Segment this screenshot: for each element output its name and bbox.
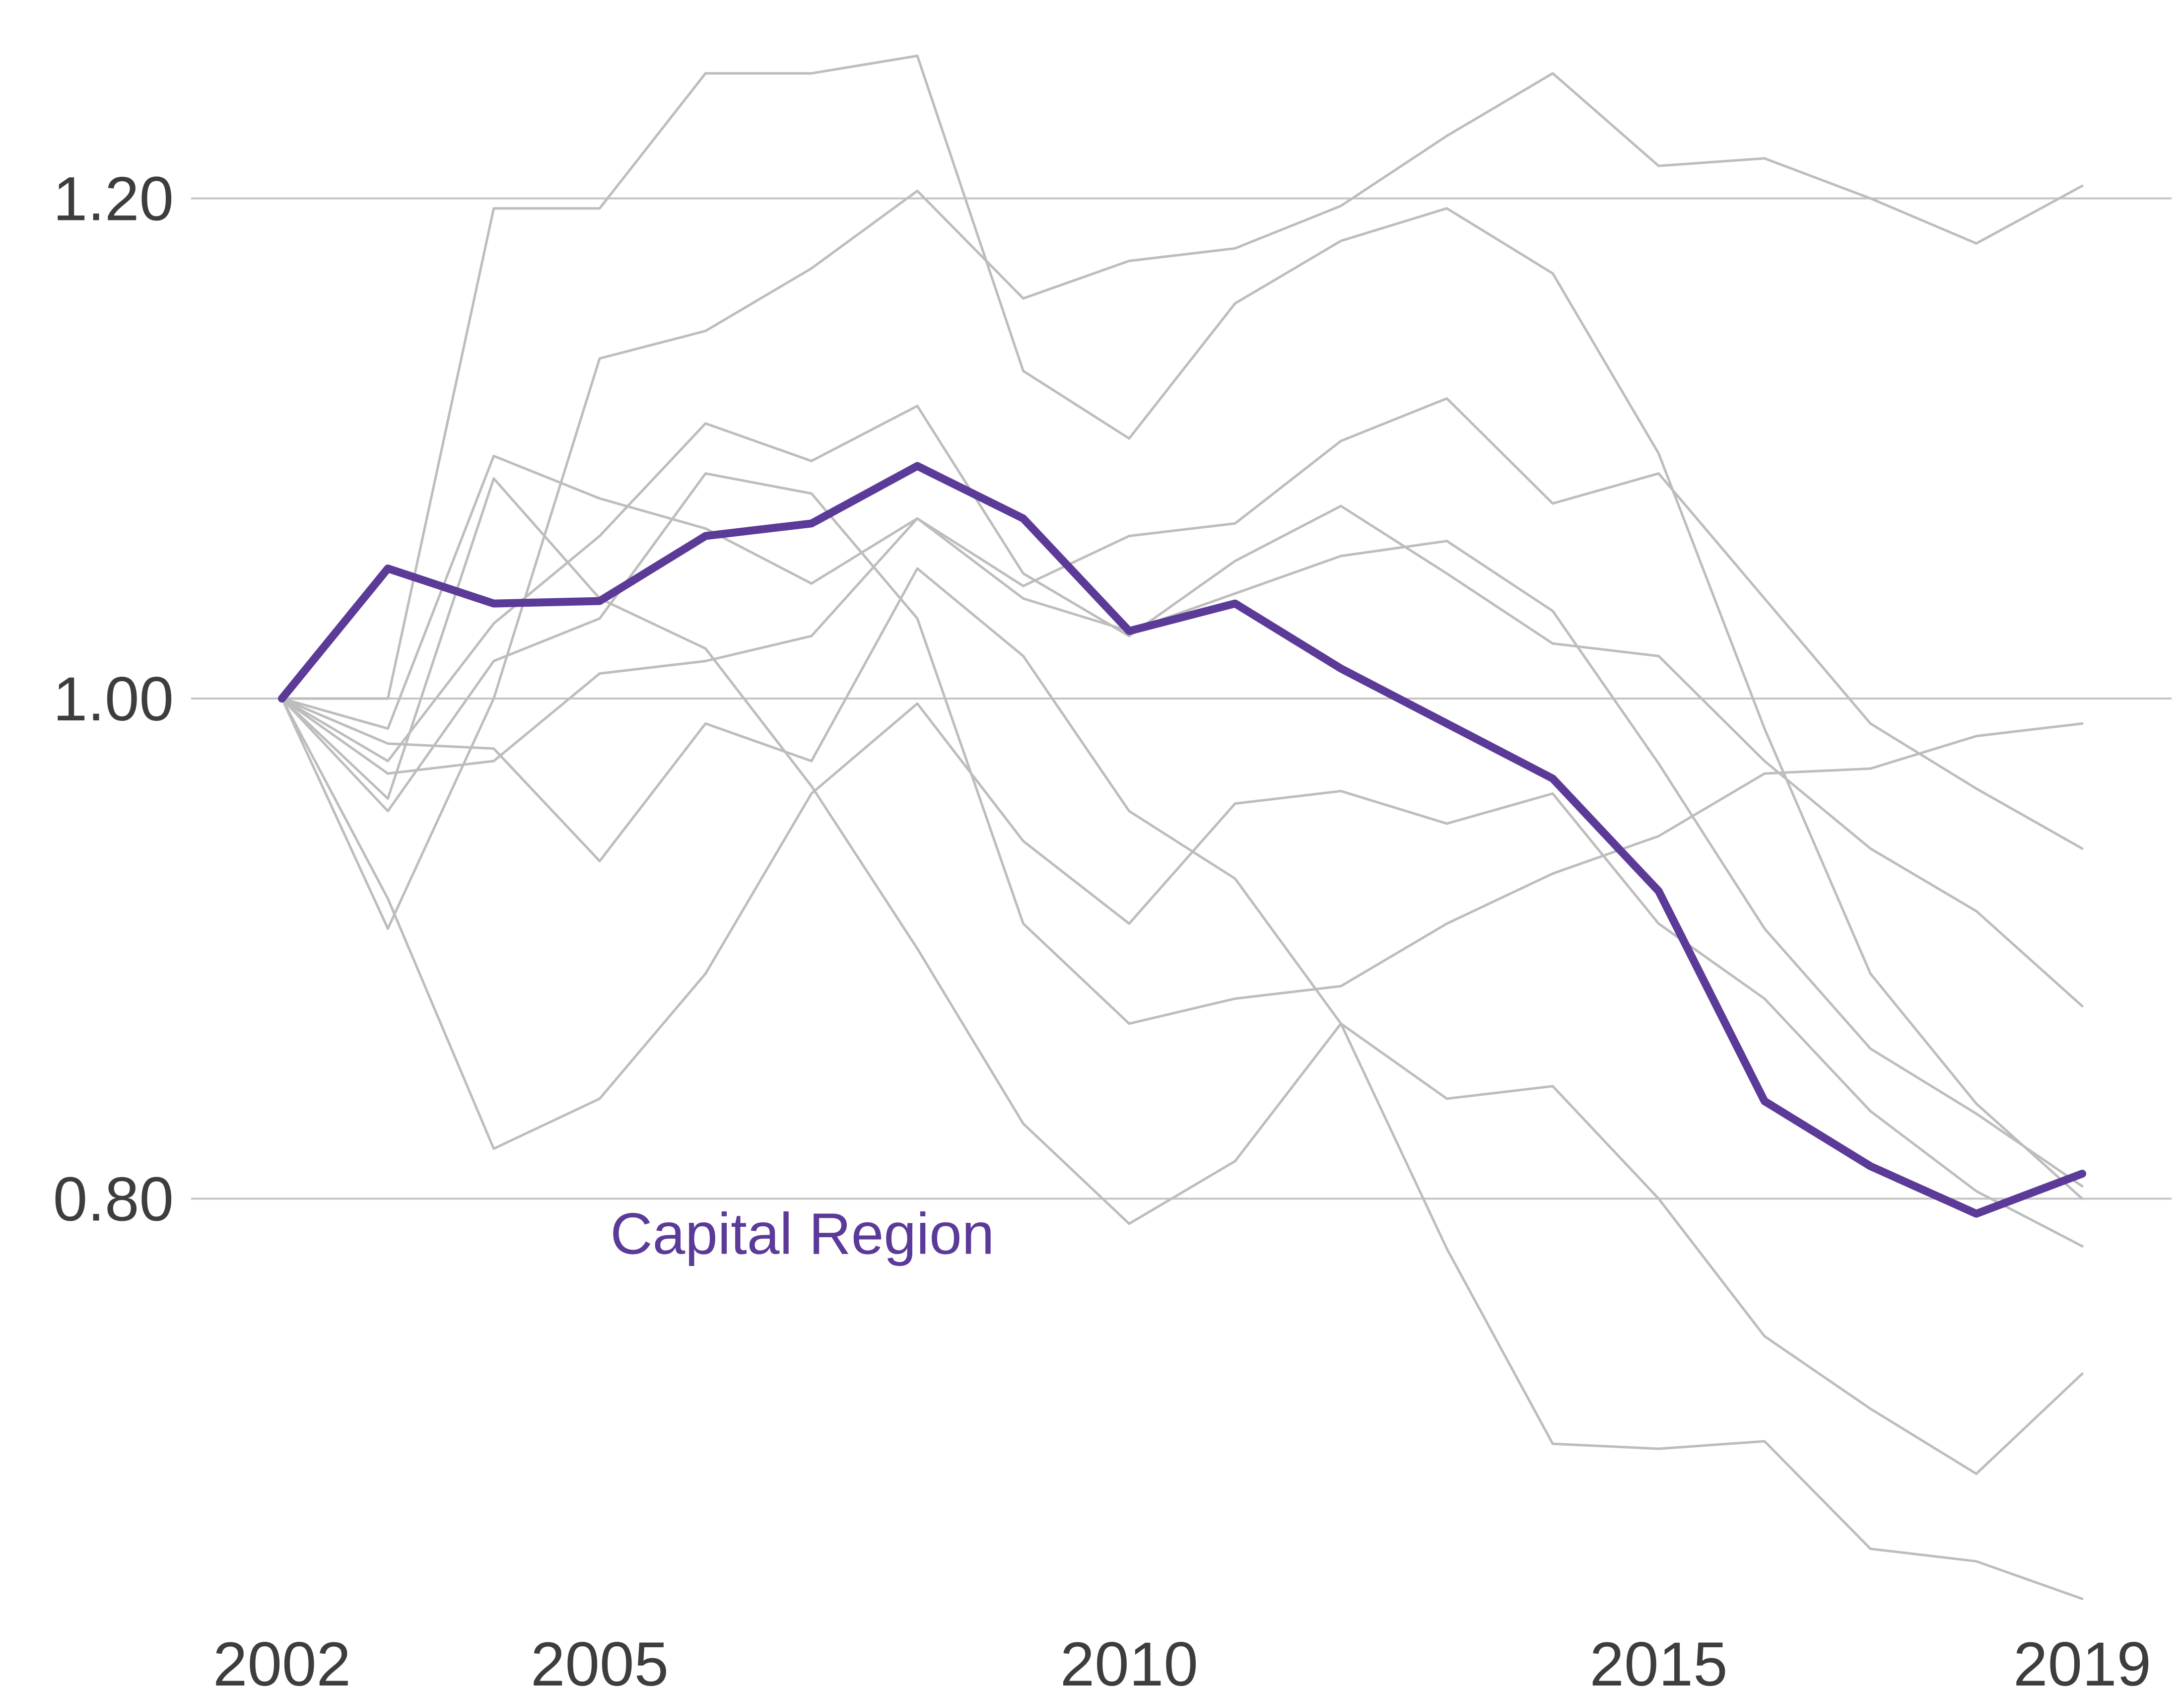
context-series-line-1: [280, 72, 2084, 930]
x-tick-label-0: 2002: [213, 1630, 351, 1688]
y-axis-tick-labels: 0.80 1.00 1.20: [53, 165, 174, 1234]
series-label-capital-region: Capital Region: [610, 1201, 994, 1266]
y-tick-label-0: 0.80: [53, 1165, 174, 1234]
context-series-line-5: [280, 472, 2084, 1025]
context-series-line-7: [280, 567, 2084, 1475]
context-series-line-4: [280, 405, 2084, 1008]
x-tick-label-1: 2005: [531, 1630, 669, 1688]
context-series-line-2: [280, 454, 2084, 1188]
highlight-series-group: Capital Region: [278, 462, 2086, 1266]
context-series-line-6: [280, 697, 2084, 1248]
x-tick-label-4: 2019: [2013, 1630, 2151, 1688]
y-tick-label-2: 1.20: [53, 165, 174, 234]
y-tick-label-1: 1.00: [53, 665, 174, 734]
series-line-capital-region: [278, 462, 2086, 1218]
grid-lines: [191, 197, 2172, 1200]
x-tick-label-3: 2015: [1590, 1630, 1728, 1688]
x-axis-tick-labels: 2002 2005 2010 2015 2019: [213, 1630, 2151, 1688]
context-series-line-0: [280, 55, 2084, 1200]
context-series-group: [280, 55, 2084, 1600]
x-tick-label-2: 2010: [1060, 1630, 1198, 1688]
context-series-line-3: [280, 477, 2084, 1600]
context-series-line-8: [280, 397, 2084, 850]
